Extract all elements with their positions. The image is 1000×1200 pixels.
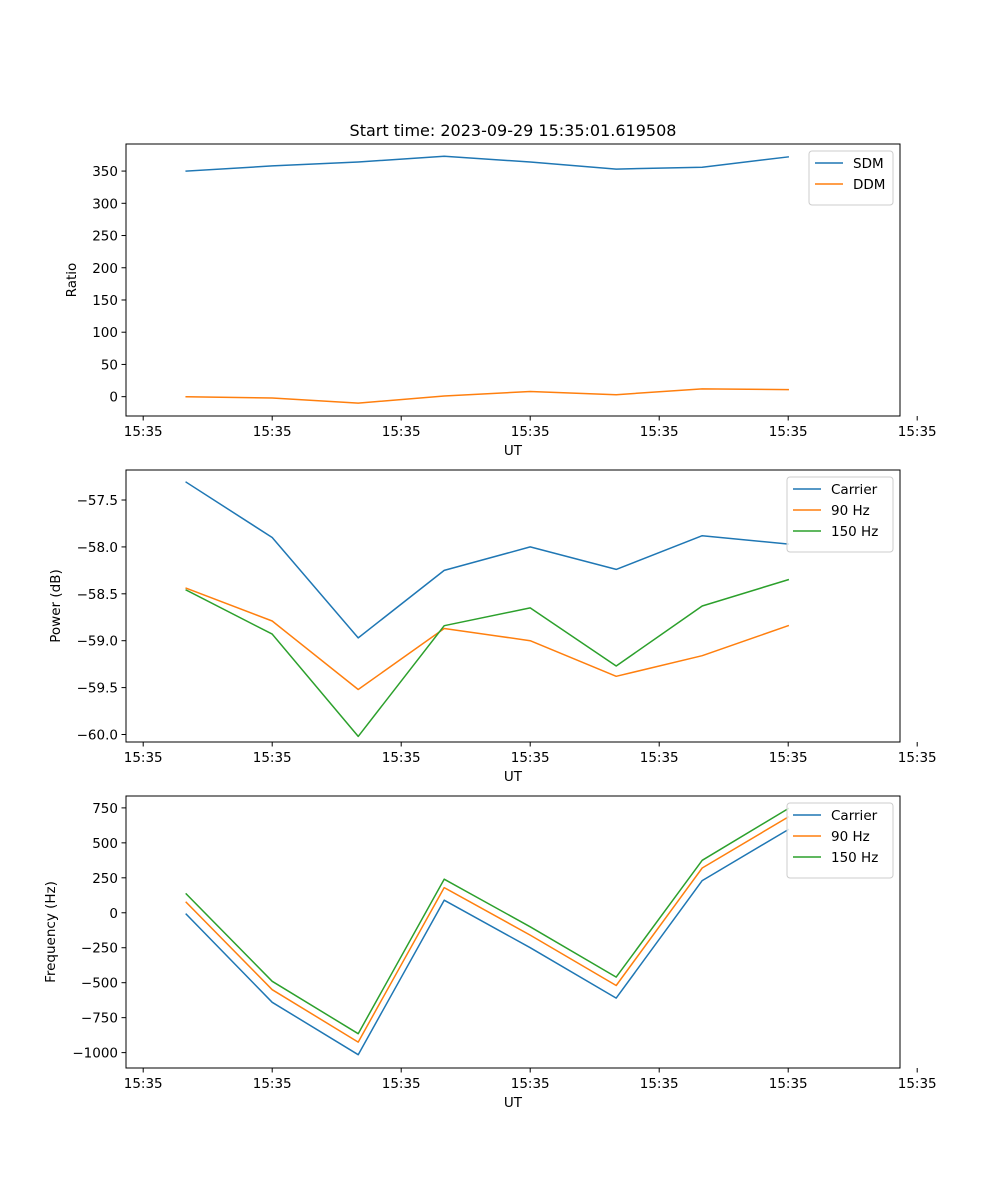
chart-2-y-axis-label: Power (dB) [48, 569, 64, 642]
chart-2-series-carrier-line [185, 481, 790, 639]
chart-2-legend-label: 90 Hz [831, 503, 870, 519]
chart-1-frame [125, 143, 901, 417]
chart-3-y-tick-label: 500 [92, 836, 118, 852]
chart-2-y-tick-label: −59.0 [77, 634, 118, 650]
chart-2-plot-area [126, 470, 900, 742]
chart-2-y-tick-label: −57.5 [77, 493, 118, 509]
chart-2-y-tick-label: −60.0 [77, 727, 118, 743]
figure-title: Start time: 2023-09-29 15:35:01.619508 [350, 121, 677, 140]
chart-1-x-tick-label: 15:35 [124, 424, 163, 440]
chart-3-x-tick-label: 15:35 [382, 1076, 421, 1092]
chart-1-x-tick-label: 15:35 [511, 424, 550, 440]
chart-1-x-tick-label: 15:35 [898, 424, 937, 440]
chart-3-x-tick-label: 15:35 [640, 1076, 679, 1092]
chart-2-series-150-hz-line [185, 578, 790, 738]
chart-1-y-tick-label: 100 [92, 325, 118, 341]
chart-1-x-tick-label: 15:35 [769, 424, 808, 440]
chart-3-series-90-hz-line [185, 815, 790, 1043]
chart-1-y-tick-label: 250 [92, 229, 118, 245]
chart-2-legend [786, 476, 894, 553]
chart-1-y-axis-label: Ratio [64, 263, 80, 298]
chart-2-x-tick-label: 15:35 [640, 750, 679, 766]
chart-2-x-tick-label: 15:35 [769, 750, 808, 766]
chart-3-legend-label: Carrier [831, 808, 878, 824]
chart-3-legend-label: 150 Hz [831, 850, 878, 866]
chart-3-y-tick-label: −500 [81, 976, 118, 992]
chart-1-x-tick-label: 15:35 [640, 424, 679, 440]
chart-3-x-tick-label: 15:35 [898, 1076, 937, 1092]
chart-1-y-tick-label: 300 [92, 196, 118, 212]
chart-1-plot-area [126, 144, 900, 416]
chart-1-y-tick-label: 200 [92, 261, 118, 277]
chart-3-y-tick-label: −1000 [72, 1046, 118, 1062]
chart-2-x-tick-label: 15:35 [898, 750, 937, 766]
chart-2-x-tick-label: 15:35 [253, 750, 292, 766]
chart-1-y-tick-label: 350 [92, 164, 118, 180]
chart-3-y-tick-label: 0 [109, 906, 118, 922]
chart-2-x-tick-label: 15:35 [511, 750, 550, 766]
chart-2-x-tick-label: 15:35 [382, 750, 421, 766]
chart-1-y-tick-label: 0 [109, 390, 118, 406]
chart-2-y-tick-label: −58.0 [77, 540, 118, 556]
chart-3-x-tick-label: 15:35 [511, 1076, 550, 1092]
chart-1-legend-label: SDM [853, 156, 884, 172]
chart-2-legend-label: 150 Hz [831, 524, 878, 540]
chart-1-series-ddm-line [185, 388, 789, 404]
chart-3-x-tick-label: 15:35 [253, 1076, 292, 1092]
chart-3-x-tick-label: 15:35 [124, 1076, 163, 1092]
chart-1-x-axis-label: UT [504, 443, 523, 459]
chart-1-legend [808, 150, 894, 206]
chart-3-legend [786, 802, 894, 879]
chart-3-series-carrier-line [185, 828, 790, 1056]
chart-1-x-tick-label: 15:35 [382, 424, 421, 440]
chart-3-y-tick-label: 750 [92, 801, 118, 817]
chart-2-x-tick-label: 15:35 [124, 750, 163, 766]
chart-1-x-tick-label: 15:35 [253, 424, 292, 440]
chart-3-plot-area [126, 796, 900, 1068]
chart-2-frame [125, 469, 901, 743]
chart-3-y-axis-label: Frequency (Hz) [43, 881, 59, 983]
chart-3-y-tick-label: 250 [92, 871, 118, 887]
chart-3-y-tick-label: −750 [81, 1011, 118, 1027]
chart-3-y-tick-label: −250 [81, 941, 118, 957]
chart-3-legend-label: 90 Hz [831, 829, 870, 845]
chart-2-x-axis-label: UT [504, 769, 523, 785]
chart-3-series-150-hz-line [185, 807, 790, 1035]
chart-2-legend-label: Carrier [831, 482, 878, 498]
chart-2-y-tick-label: −58.5 [77, 587, 118, 603]
chart-3-frame [125, 795, 901, 1069]
chart-2-y-tick-label: −59.5 [77, 681, 118, 697]
chart-1-legend-label: DDM [853, 177, 885, 193]
chart-1-series-sdm-line [185, 155, 790, 172]
chart-1-y-tick-label: 50 [101, 357, 118, 373]
chart-1-y-tick-label: 150 [92, 293, 118, 309]
chart-2-series-90-hz-line [185, 587, 790, 691]
chart-3-x-tick-label: 15:35 [769, 1076, 808, 1092]
chart-3-x-axis-label: UT [504, 1095, 523, 1111]
